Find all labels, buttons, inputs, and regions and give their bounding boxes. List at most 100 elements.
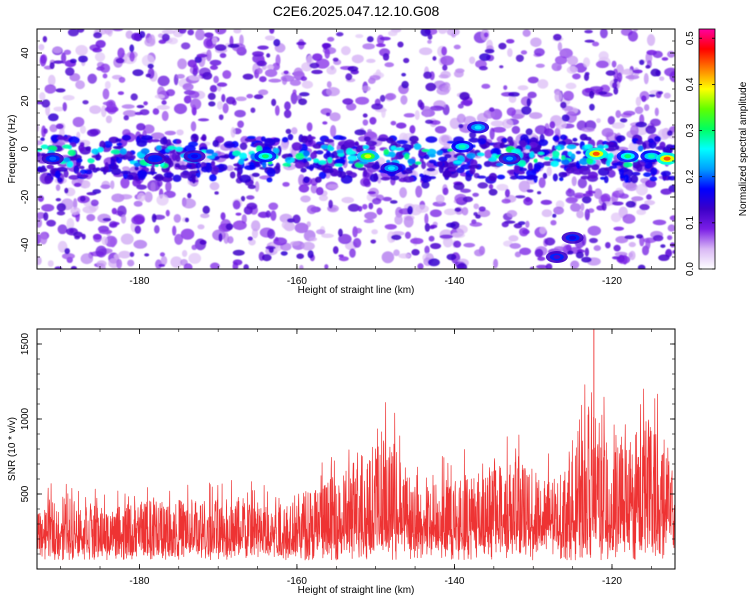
spectrogram-cell <box>666 130 673 137</box>
spectrogram-cell <box>76 172 82 177</box>
spectrogram-cell <box>81 180 90 187</box>
spectrogram-cell <box>646 34 656 46</box>
spectrogram-cell <box>598 91 608 95</box>
spectrogram-cell <box>380 176 391 181</box>
spectrogram-cell <box>501 221 509 228</box>
spectrogram-y-tick-label: -20 <box>20 189 31 204</box>
spectrogram-cell <box>80 253 94 265</box>
spectrogram-cell <box>315 150 324 155</box>
spectrogram-cell <box>267 228 276 239</box>
colorbar: 0.0 0.1 0.2 0.3 0.4 0.5 Normalized spectral a… <box>685 28 749 276</box>
spectrogram-cell <box>664 67 675 77</box>
spectrogram-cell <box>649 176 658 182</box>
spectrogram-cell <box>537 191 542 195</box>
spectrogram-cell <box>579 133 588 141</box>
spectrogram-cell <box>371 164 381 170</box>
spectrogram-cell <box>246 93 254 99</box>
spectrogram-cell <box>37 256 42 266</box>
spectrogram-cell <box>154 173 164 182</box>
spectrogram-cell <box>453 160 463 165</box>
spectrogram-cell <box>42 35 48 43</box>
snr-x-tick-label: -160 <box>287 576 307 587</box>
spectrogram-cell <box>641 95 647 102</box>
spectrogram-cell <box>347 203 360 212</box>
spectrogram-cell <box>402 169 413 175</box>
spectrogram-cell <box>575 150 582 155</box>
spectrogram-cell <box>441 46 448 56</box>
spectrogram-cell <box>442 64 448 71</box>
spectrogram-cell <box>425 119 434 124</box>
spectrogram-cell <box>495 162 504 167</box>
spectrogram-cell <box>624 235 635 240</box>
spectrogram-cell <box>115 138 122 142</box>
spectrogram-cell <box>603 175 609 184</box>
spectrogram-cell <box>364 211 377 220</box>
spectrogram-x-tick-label: -180 <box>129 276 149 287</box>
spectrogram-cell <box>243 264 249 269</box>
spectrogram-cell <box>423 153 430 160</box>
spectrogram-cell <box>272 147 280 155</box>
spectrogram-cell <box>407 158 416 165</box>
spectrogram-cell <box>584 39 595 43</box>
spectrogram-cell <box>158 263 166 267</box>
spectrogram-cell <box>270 210 277 221</box>
spectrogram-cell <box>543 156 551 161</box>
spectrogram-cell <box>176 129 184 136</box>
spectrogram-cell <box>439 234 454 239</box>
spectrogram-cell <box>381 106 386 118</box>
spectrogram-cell <box>403 57 410 64</box>
spectrogram-cell <box>538 139 549 147</box>
spectrogram-cell <box>250 220 261 232</box>
spectrogram-cell <box>672 249 675 254</box>
spectrogram-cell <box>572 73 581 80</box>
spectrogram-cell <box>308 236 318 242</box>
spectrogram-peak <box>663 156 671 161</box>
spectrogram-cell <box>501 198 511 204</box>
spectrogram-cell <box>309 62 320 69</box>
spectrogram-cell <box>496 174 506 180</box>
spectrogram-cell <box>419 47 433 56</box>
spectrogram-cell <box>379 36 391 41</box>
spectrogram-cell <box>327 206 337 212</box>
spectrogram-cell <box>425 136 438 143</box>
spectrogram-cell <box>187 192 192 199</box>
spectrogram-cell <box>667 50 675 58</box>
spectrogram-cell <box>292 89 297 95</box>
spectrogram-cell <box>460 100 473 106</box>
spectrogram-cell <box>605 241 611 249</box>
spectrogram-cell <box>601 202 607 211</box>
spectrogram-cell <box>509 242 521 249</box>
spectrogram-cell <box>182 82 194 91</box>
spectrogram-cell <box>546 166 552 177</box>
spectrogram-cell <box>537 79 549 89</box>
spectrogram-cell <box>131 215 145 225</box>
spectrogram-cell <box>61 52 67 64</box>
spectrogram-cell <box>589 103 595 111</box>
spectrogram-cell <box>152 108 160 115</box>
spectrogram-cell <box>552 135 560 142</box>
spectrogram-cell <box>86 214 96 222</box>
spectrogram-cell <box>572 137 578 142</box>
spectrogram-cell <box>174 162 181 168</box>
spectrogram-cell <box>100 184 111 189</box>
colorbar-tick-label: 0.3 <box>685 123 696 137</box>
spectrogram-cell <box>373 172 379 182</box>
spectrogram-cell <box>293 67 304 79</box>
spectrogram-cell <box>338 233 352 245</box>
spectrogram-cell <box>56 202 67 212</box>
spectrogram-cell <box>403 113 415 118</box>
spectrogram-cell <box>205 164 213 173</box>
spectrogram-cell <box>192 107 197 116</box>
spectrogram-cell <box>307 250 314 259</box>
spectrogram-cell <box>178 29 187 34</box>
spectrogram-cell <box>635 121 647 128</box>
spectrogram-cell <box>102 88 110 100</box>
spectrogram-cell <box>266 53 271 58</box>
spectrogram-cell <box>161 100 167 106</box>
spectrogram-cell <box>320 144 329 150</box>
spectrogram-cell <box>490 120 505 127</box>
spectrogram-cell <box>300 195 311 203</box>
spectrogram-cell <box>526 189 534 193</box>
spectrogram-cell <box>399 187 407 198</box>
spectrogram-cell <box>39 55 47 67</box>
